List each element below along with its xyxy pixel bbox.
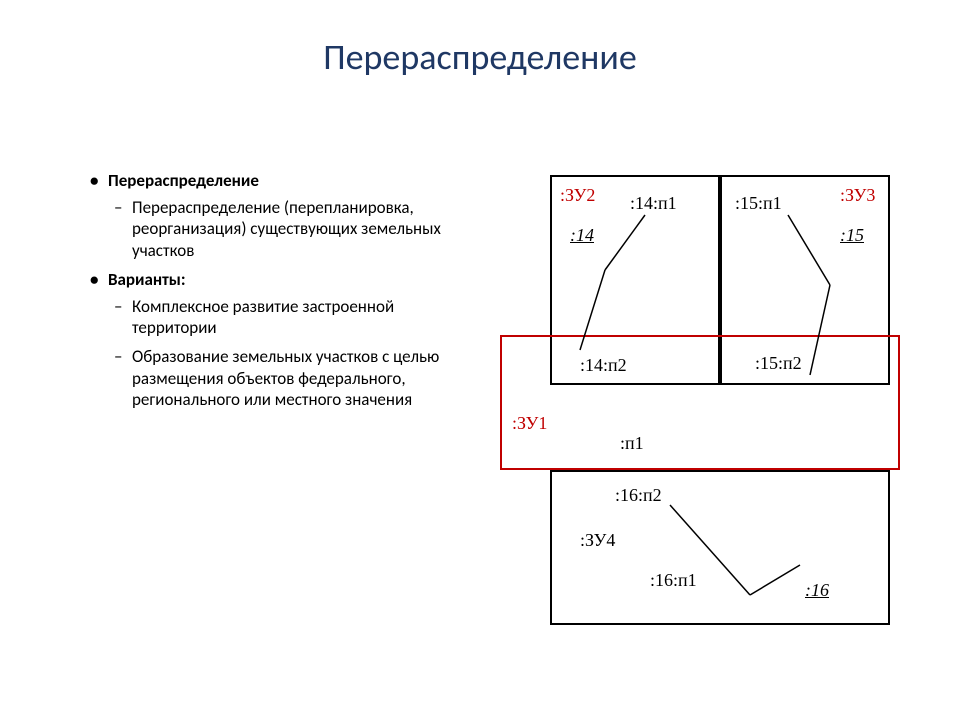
parcel-diagram: :ЗУ2 :14:п1 :14 :14:п2 :ЗУ3 :15:п1 :15 :… <box>500 175 920 655</box>
bullet-heading-1: Перераспределение <box>90 170 450 191</box>
bullet-heading-2: Варианты: <box>90 269 450 290</box>
label-16p1: :16:п1 <box>650 570 697 591</box>
label-zu2: :ЗУ2 <box>560 185 595 206</box>
label-16: :16 <box>805 580 829 601</box>
label-14p1: :14:п1 <box>630 193 677 214</box>
page-title: Перераспределение <box>0 35 960 79</box>
label-15p2: :15:п2 <box>755 353 802 374</box>
label-15p1: :15:п1 <box>735 193 782 214</box>
bullet-list: Перераспределение Перераспределение (пер… <box>90 170 450 418</box>
label-14p2: :14:п2 <box>580 355 627 376</box>
label-15: :15 <box>840 225 864 246</box>
label-14: :14 <box>570 225 594 246</box>
label-p1: :п1 <box>620 433 644 454</box>
bullet-sub-2a: Комплексное развитие застроенной террито… <box>90 296 450 339</box>
box-red-overlay <box>500 335 900 470</box>
label-zu3: :ЗУ3 <box>840 185 875 206</box>
label-zu4: :ЗУ4 <box>580 530 615 551</box>
bullet-sub-1: Перераспределение (перепланировка, реорг… <box>90 197 450 261</box>
label-zu1: :ЗУ1 <box>512 413 547 434</box>
bullet-sub-2b: Образование земельных участков с целью р… <box>90 346 450 410</box>
label-16p2: :16:п2 <box>615 485 662 506</box>
